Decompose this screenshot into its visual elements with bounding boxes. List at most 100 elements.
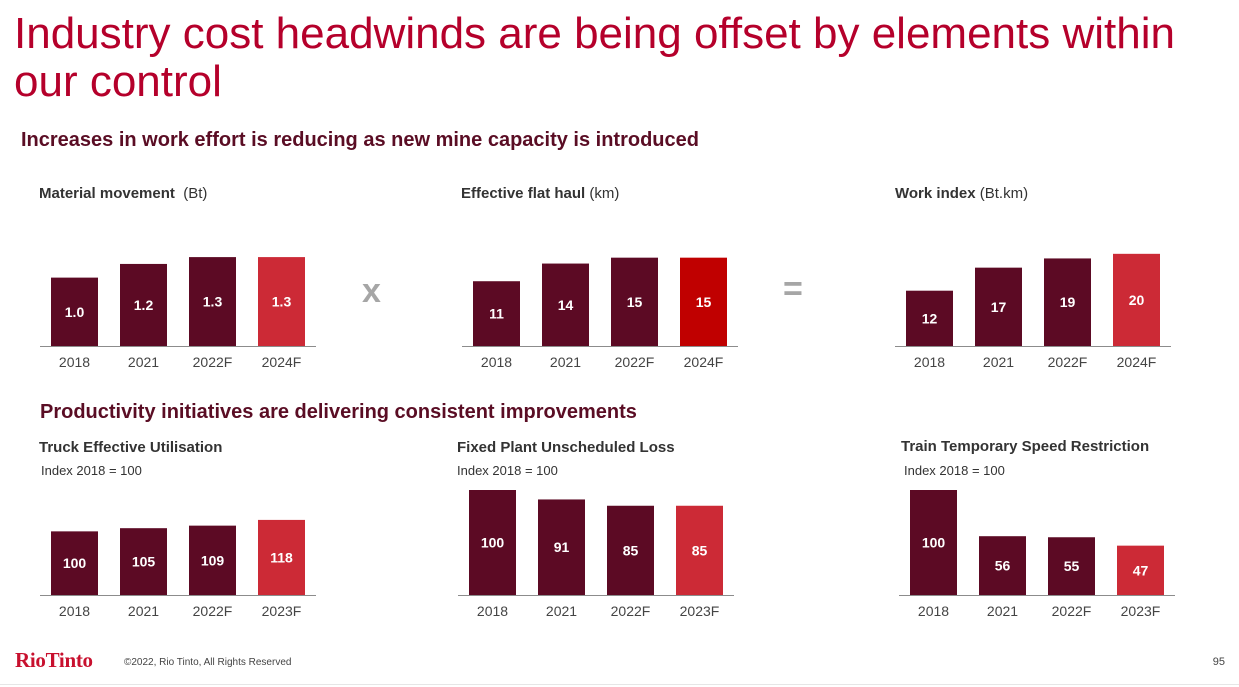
data-label: 15	[696, 294, 712, 310]
data-label: 20	[1129, 292, 1145, 308]
bar-2023F	[258, 519, 305, 595]
chart-fixed-plant-unscheduled-loss: 100 2018 91 2021 85 2022F 85 2023F	[458, 490, 734, 619]
x-tick-label: 2022F	[193, 603, 233, 619]
page-title: Industry cost headwinds are being offset…	[14, 9, 1175, 106]
data-label: 100	[481, 535, 505, 551]
chart-title-text: Effective flat haul	[461, 185, 586, 202]
bar-2022F	[189, 525, 236, 595]
data-label: 12	[922, 310, 938, 326]
data-label: 91	[554, 539, 570, 555]
x-tick-label: 2022F	[193, 354, 233, 370]
chart-title-fixed-plant-loss: Fixed Plant Unscheduled Loss	[457, 439, 675, 456]
rio-tinto-logo: RioTinto	[15, 648, 93, 672]
bar-2018	[473, 281, 520, 346]
bar-2021	[120, 528, 167, 595]
equals-operator: =	[783, 270, 803, 308]
x-tick-label: 2018	[914, 354, 945, 370]
bar-2018	[51, 531, 98, 595]
x-tick-label: 2022F	[615, 354, 655, 370]
data-label: 14	[558, 297, 574, 313]
chart-title-text: Material movement	[39, 185, 175, 202]
data-label: 1.2	[134, 297, 154, 313]
section-heading-work-effort: Increases in work effort is reducing as …	[21, 129, 699, 151]
data-label: 17	[991, 299, 1007, 315]
x-tick-label: 2022F	[1052, 603, 1092, 619]
x-tick-label: 2024F	[262, 354, 302, 370]
x-tick-label: 2021	[987, 603, 1018, 619]
x-tick-label: 2021	[983, 354, 1014, 370]
section-heading-productivity: Productivity initiatives are delivering …	[40, 401, 637, 423]
bar-2021	[975, 267, 1022, 346]
data-label: 47	[1133, 562, 1149, 578]
bar-2021	[542, 263, 589, 346]
x-tick-label: 2022F	[1048, 354, 1088, 370]
data-label: 1.3	[272, 294, 292, 310]
chart-title-text: Fixed Plant Unscheduled Loss	[457, 439, 675, 456]
chart-title-text: Work index	[895, 185, 976, 202]
bar-2018	[469, 490, 516, 595]
data-label: 1.0	[65, 304, 85, 320]
bar-2024F	[1113, 253, 1160, 346]
chart-unit: (Bt.km)	[979, 185, 1029, 202]
data-label: 56	[995, 558, 1011, 574]
x-tick-label: 2018	[59, 603, 90, 619]
x-tick-label: 2023F	[262, 603, 302, 619]
bar-2021	[120, 263, 167, 346]
data-label: 85	[623, 542, 639, 558]
x-tick-label: 2023F	[680, 603, 720, 619]
x-tick-label: 2024F	[1117, 354, 1157, 370]
footer-divider	[0, 684, 1239, 685]
x-tick-label: 2018	[59, 354, 90, 370]
bar-2022F	[1048, 537, 1095, 595]
data-label: 15	[627, 294, 643, 310]
x-tick-label: 2018	[918, 603, 949, 619]
bar-2024F	[680, 257, 727, 346]
chart-truck-effective-utilisation: 100 2018 105 2021 109 2022F 118 2023F	[40, 519, 316, 619]
bar-2022F	[607, 505, 654, 595]
x-tick-label: 2022F	[611, 603, 651, 619]
data-label: 109	[201, 552, 225, 568]
bar-2022F	[611, 257, 658, 346]
bar-2018	[51, 277, 98, 346]
bar-2022F	[1044, 258, 1091, 346]
bar-2021	[979, 536, 1026, 595]
data-label: 85	[692, 542, 708, 558]
data-label: 1.3	[203, 294, 223, 310]
bar-2023F	[1117, 545, 1164, 595]
data-label: 100	[922, 535, 946, 551]
data-label: 100	[63, 555, 87, 571]
chart-effective-flat-haul: 11 2018 14 2021 15 2022F 15 2024F	[462, 257, 738, 370]
chart-subtitle: Index 2018 = 100	[904, 463, 1005, 478]
chart-subtitle: Index 2018 = 100	[41, 463, 142, 478]
bar-2018	[910, 490, 957, 595]
chart-title-train-speed-restriction: Train Temporary Speed Restriction	[901, 438, 1149, 455]
chart-title-text: Train Temporary Speed Restriction	[901, 438, 1150, 455]
data-label: 19	[1060, 294, 1076, 310]
bar-2022F	[189, 257, 236, 346]
multiply-operator: x	[362, 272, 381, 310]
x-tick-label: 2021	[128, 354, 159, 370]
chart-unit: (Bt)	[183, 185, 208, 202]
chart-work-index: 12 2018 17 2021 19 2022F 20 2024F	[895, 253, 1171, 370]
chart-title-truck-utilisation: Truck Effective Utilisation	[39, 439, 222, 456]
chart-unit: (km)	[589, 185, 620, 202]
chart-title-effective-flat-haul: Effective flat haul (km)	[461, 185, 619, 202]
data-label: 105	[132, 554, 156, 570]
x-tick-label: 2018	[481, 354, 512, 370]
x-tick-label: 2018	[477, 603, 508, 619]
data-label: 11	[489, 306, 504, 322]
chart-title-text: Truck Effective Utilisation	[39, 439, 223, 456]
chart-subtitle: Index 2018 = 100	[457, 463, 558, 478]
x-tick-label: 2024F	[684, 354, 724, 370]
bar-2018	[906, 290, 953, 346]
chart-title-work-index: Work index (Bt.km)	[895, 185, 1028, 202]
data-label: 55	[1064, 558, 1080, 574]
x-tick-label: 2021	[550, 354, 581, 370]
bar-2021	[538, 499, 585, 595]
copyright-text: ©2022, Rio Tinto, All Rights Reserved	[124, 657, 292, 668]
bar-2024F	[258, 257, 305, 346]
x-tick-label: 2023F	[1121, 603, 1161, 619]
bar-2023F	[676, 505, 723, 595]
chart-train-temporary-speed-restriction: 100 2018 56 2021 55 2022F 47 2023F	[899, 490, 1175, 619]
x-tick-label: 2021	[546, 603, 577, 619]
